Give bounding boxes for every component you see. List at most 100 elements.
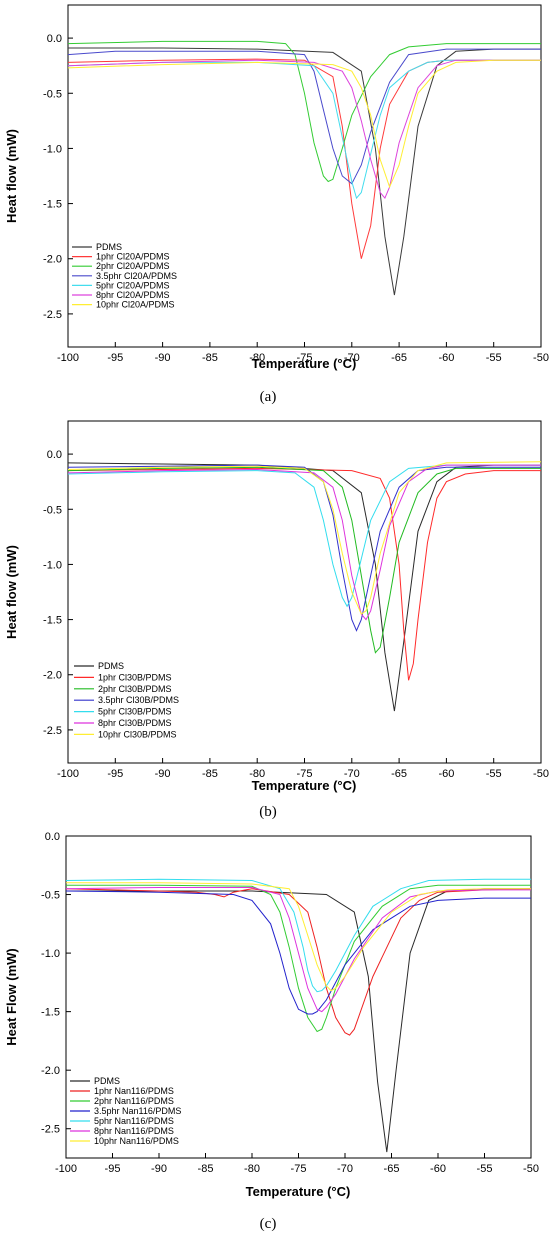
x-tick-label: -90 [155,352,171,364]
x-tick-label: -65 [391,768,407,780]
y-tick-label: 0.0 [45,831,60,843]
panel-caption: (a) [260,389,277,405]
x-tick-label: -75 [291,1163,307,1175]
x-tick-label: -50 [533,352,549,364]
series-line [65,888,532,1036]
legend-entry: 5phr Nan116/PDMS [94,1116,174,1126]
series-line [67,461,542,615]
x-axis-label: Temperature (°C) [246,1184,351,1199]
series-line [67,464,541,608]
x-tick-label: -90 [151,1163,167,1175]
legend-entry: 3.5phr Nan116/PDMS [94,1106,181,1116]
y-tick-label: -1.0 [41,948,60,960]
x-tick-label: -100 [57,352,79,364]
x-tick-label: -70 [337,1163,353,1175]
x-tick-label: -60 [438,352,454,364]
legend-entry: PDMS [94,1076,120,1086]
x-tick-label: -70 [344,352,360,364]
y-axis-label: Heat Flow (mW) [4,948,19,1046]
series-line [67,58,541,259]
legend-entry: 10phr Nan116/PDMS [94,1136,179,1146]
x-tick-label: -95 [107,352,123,364]
axis-ticks: -100 -95 -90 -85 -80 -75 -70 -65 -60 -55 -50 0.0 -0.… [43,449,549,780]
x-tick-label: -60 [430,1163,446,1175]
x-tick-label: -60 [438,768,454,780]
series-line [67,59,541,189]
series-line [65,878,531,993]
series-line [65,890,531,1015]
x-tick-label: -65 [391,352,407,364]
x-tick-label: -85 [198,1163,214,1175]
x-tick-label: -50 [523,1163,539,1175]
x-tick-label: -55 [477,1163,493,1175]
legend-entry: 2phr Nan116/PDMS [94,1096,174,1106]
legend-entry: 10phr Cl30B/PDMS [98,729,177,739]
y-tick-label: -2.5 [43,309,62,321]
legend-entry: 1phr Cl30B/PDMS [98,672,172,682]
y-axis-label: Heat flow (mW) [4,129,19,223]
chart-panel-b: -100 -95 -90 -85 -80 -75 -70 -65 -60 -55 -50 0.0 -0.… [4,420,549,820]
y-tick-label: -2.5 [41,1124,60,1136]
series-line [67,466,541,654]
x-tick-label: -50 [533,768,549,780]
x-tick-label: -90 [155,768,171,780]
x-tick-label: -80 [249,768,265,780]
series-lines [67,40,541,296]
axis-ticks: -100 -95 -90 -85 -80 -75 -70 -65 -60 -55 -50 0.0 -0.… [43,33,549,364]
x-tick-label: -100 [55,1163,77,1175]
series-line [67,59,541,200]
legend-entry: 8phr Cl30B/PDMS [98,718,172,728]
x-tick-label: -95 [105,1163,121,1175]
chart-panel-a: -100 -95 -90 -85 -80 -75 -70 -65 -60 -55 -50 0.0 -0.… [4,4,549,405]
y-tick-label: -2.0 [43,254,62,266]
legend-entry: 5phr Cl30B/PDMS [98,707,172,717]
y-tick-label: -0.5 [43,504,62,516]
x-tick-label: -85 [202,352,218,364]
legend-entry: PDMS [96,242,122,252]
x-tick-label: -55 [486,768,502,780]
y-axis-label: Heat flow (mW) [4,545,19,639]
legend-entry: 1phr Cl20A/PDMS [96,252,170,262]
y-tick-label: 0.0 [47,33,62,45]
y-tick-label: -0.5 [43,88,62,100]
y-tick-label: -1.5 [41,1007,60,1019]
y-tick-label: -2.5 [43,725,62,737]
x-tick-label: -95 [107,768,123,780]
series-line [67,464,541,621]
chart-panel-c: -100 -95 -90 -85 -80 -75 -70 -65 -60 -55 -50 0.0 -0.… [4,831,539,1232]
y-tick-label: -0.5 [41,890,60,902]
series-line [67,464,541,632]
legend-entry: PDMS [98,661,124,671]
x-tick-label: -75 [297,352,313,364]
legend-entry: 10phr Cl20A/PDMS [96,300,175,310]
legend-entry: 3.5phr Cl20A/PDMS [96,271,177,281]
legend-entry: 8phr Nan116/PDMS [94,1126,174,1136]
x-tick-label: -80 [244,1163,260,1175]
x-tick-label: -80 [249,352,265,364]
x-tick-label: -55 [486,352,502,364]
legend-entry: 5phr Cl20A/PDMS [96,280,170,290]
panel-caption: (c) [260,1216,277,1232]
series-line [67,467,541,681]
series-line [67,59,541,200]
panel-caption: (b) [259,804,277,820]
series-line [66,884,531,1033]
y-tick-label: -2.0 [41,1065,60,1077]
legend-entry: 2phr Cl30B/PDMS [98,684,172,694]
y-tick-label: -1.5 [43,199,62,211]
legend-entry: 8phr Cl20A/PDMS [96,290,170,300]
y-tick-label: -1.5 [43,615,62,627]
series-line [67,48,541,185]
y-tick-label: -1.0 [43,559,62,571]
x-tick-label: -100 [57,768,79,780]
series-line [67,40,541,183]
y-tick-label: -2.0 [43,670,62,682]
series-lines [65,878,532,1153]
legend-entry: 2phr Cl20A/PDMS [96,261,170,271]
x-tick-label: -75 [297,768,313,780]
legend-entry: 3.5phr Cl30B/PDMS [98,695,179,705]
